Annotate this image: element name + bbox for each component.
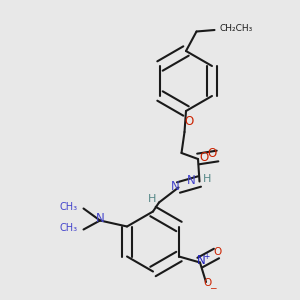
Text: O: O <box>184 115 193 128</box>
Text: H: H <box>202 173 211 184</box>
Text: −: − <box>209 283 216 292</box>
Text: CH₃: CH₃ <box>60 223 78 233</box>
Text: +: + <box>203 252 210 261</box>
Text: CH₃: CH₃ <box>60 202 78 212</box>
Text: O: O <box>203 278 211 289</box>
Text: O: O <box>200 151 209 164</box>
Text: N: N <box>197 254 206 268</box>
Text: N: N <box>187 173 196 187</box>
Text: H: H <box>148 194 157 204</box>
Text: N: N <box>171 179 180 193</box>
Text: O: O <box>214 247 222 257</box>
Text: CH₂CH₃: CH₂CH₃ <box>220 24 253 33</box>
Text: O: O <box>207 147 216 160</box>
Text: N: N <box>96 212 105 226</box>
